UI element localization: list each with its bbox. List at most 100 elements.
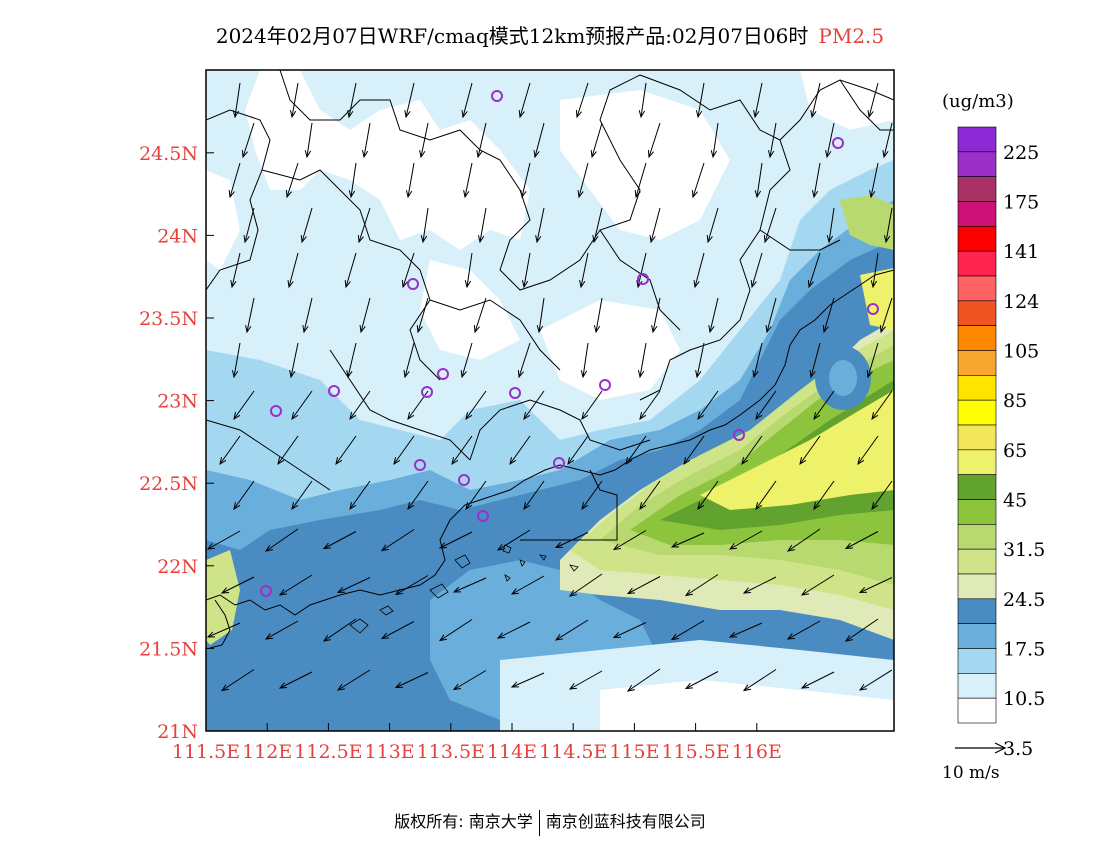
wind-arrow (360, 297, 371, 333)
copyright-left: 版权所有: 南京大学 (394, 812, 533, 831)
wind-arrowhead (554, 541, 564, 549)
wind-arrowhead (857, 457, 865, 466)
boundary-inner-2 (599, 229, 681, 331)
wind-arrow (753, 342, 763, 378)
wind-arrowhead (691, 189, 698, 199)
wind-arrow (692, 162, 705, 198)
wind-arrow (348, 82, 357, 118)
legend-label: 45 (1003, 490, 1027, 512)
wind-arrowhead (580, 370, 588, 379)
wind-arrowhead (639, 412, 647, 421)
wind-arrowhead (754, 190, 762, 199)
wind-arrow (569, 573, 603, 597)
wind-arrow (279, 574, 313, 596)
field-blue-blob-core (829, 360, 857, 396)
boundary-hk (520, 469, 618, 541)
wind-arrow (350, 162, 357, 198)
wind-arrowhead (869, 190, 876, 199)
wind-arrow (859, 577, 893, 593)
wind-vectors (206, 82, 893, 692)
wind-arrow (519, 82, 531, 118)
legend-swatch (957, 697, 997, 724)
legend-label: 17.5 (1003, 639, 1045, 661)
wind-arrowhead (626, 684, 635, 692)
wind-arrow (756, 162, 763, 198)
wind-arrowhead (460, 369, 467, 379)
field-45-band (700, 390, 894, 510)
lon-tick-label: 115.5E (661, 741, 729, 763)
wind-arrow (536, 207, 545, 243)
wind-arrowhead (419, 150, 426, 159)
coastline-peninsula (209, 599, 231, 649)
wind-arrowhead (871, 502, 879, 511)
wind-arrowhead (463, 190, 470, 199)
wind-arrowhead (763, 234, 770, 244)
wind-arrowhead (380, 544, 389, 552)
wind-arrow (741, 435, 763, 465)
wind-arrow (291, 480, 313, 510)
wind-arrowhead (693, 279, 700, 289)
wind-arrow (576, 82, 589, 118)
legend-label: 124 (1003, 291, 1039, 313)
wind-arrow (581, 390, 603, 420)
wind-arrowhead (822, 324, 829, 334)
wind-arrow (466, 252, 473, 288)
station-marker (260, 585, 272, 597)
lat-tick-label: 24.5N (139, 143, 198, 165)
wind-reference-label: 10 m/s (942, 763, 1000, 783)
station-marker (733, 429, 745, 441)
wind-arrow (743, 669, 777, 691)
wind-arrowhead (813, 412, 821, 421)
wind-arrow (694, 252, 705, 288)
wind-arrow (811, 82, 821, 118)
lon-tick-label: 113E (365, 741, 415, 763)
wind-arrow (569, 670, 603, 690)
legend-swatch (957, 548, 997, 575)
wind-arrow (872, 252, 879, 288)
wind-arrow (290, 342, 299, 378)
legend-swatch (957, 673, 997, 699)
wind-arrow (337, 669, 371, 691)
color-legend: 225 175 141 124 105 85 65 45 31.5 24.5 17.5 10.5 3.5 (957, 126, 1045, 760)
wind-arrow (813, 480, 835, 510)
wind-arrow (358, 207, 371, 243)
field-sw-patch (206, 640, 330, 731)
wind-arrow (712, 122, 719, 158)
wind-arrow (555, 619, 589, 641)
wind-arrowhead (755, 412, 763, 421)
title-species: PM2.5 (818, 24, 885, 48)
wind-arrow (246, 297, 255, 333)
wind-arrow (845, 618, 879, 642)
wind-arrow (591, 122, 603, 158)
wind-arrow (799, 435, 821, 465)
wind-arrowhead (742, 587, 752, 594)
wind-arrow (461, 342, 473, 378)
wind-arrow (337, 577, 371, 593)
wind-arrow (453, 670, 487, 690)
wind-arrow (521, 162, 531, 198)
wind-arrow (301, 207, 313, 243)
boundary-ne-2 (839, 79, 894, 131)
boundary-ne-3 (759, 229, 841, 251)
wind-arrow (509, 435, 531, 465)
wind-arrowhead (647, 149, 654, 159)
wind-arrowhead (393, 457, 401, 466)
wind-arrowhead (477, 235, 485, 244)
wind-arrow (349, 480, 371, 510)
legend-label: 85 (1003, 390, 1027, 412)
wind-arrowhead (741, 457, 749, 466)
wind-arrowhead (464, 280, 472, 289)
wind-reference-arrowhead (994, 742, 1007, 754)
wind-arrow (207, 530, 241, 550)
station-marker (832, 137, 844, 149)
wind-arrow (709, 297, 719, 333)
wind-arrowhead (626, 587, 636, 595)
wind-arrow (497, 529, 531, 551)
wind-arrow (578, 162, 589, 198)
wind-arrow (685, 671, 719, 689)
wind-arrowhead (810, 110, 817, 119)
wind-arrow (764, 207, 777, 243)
wind-arrow (291, 390, 313, 420)
wind-arrowhead (844, 634, 853, 642)
